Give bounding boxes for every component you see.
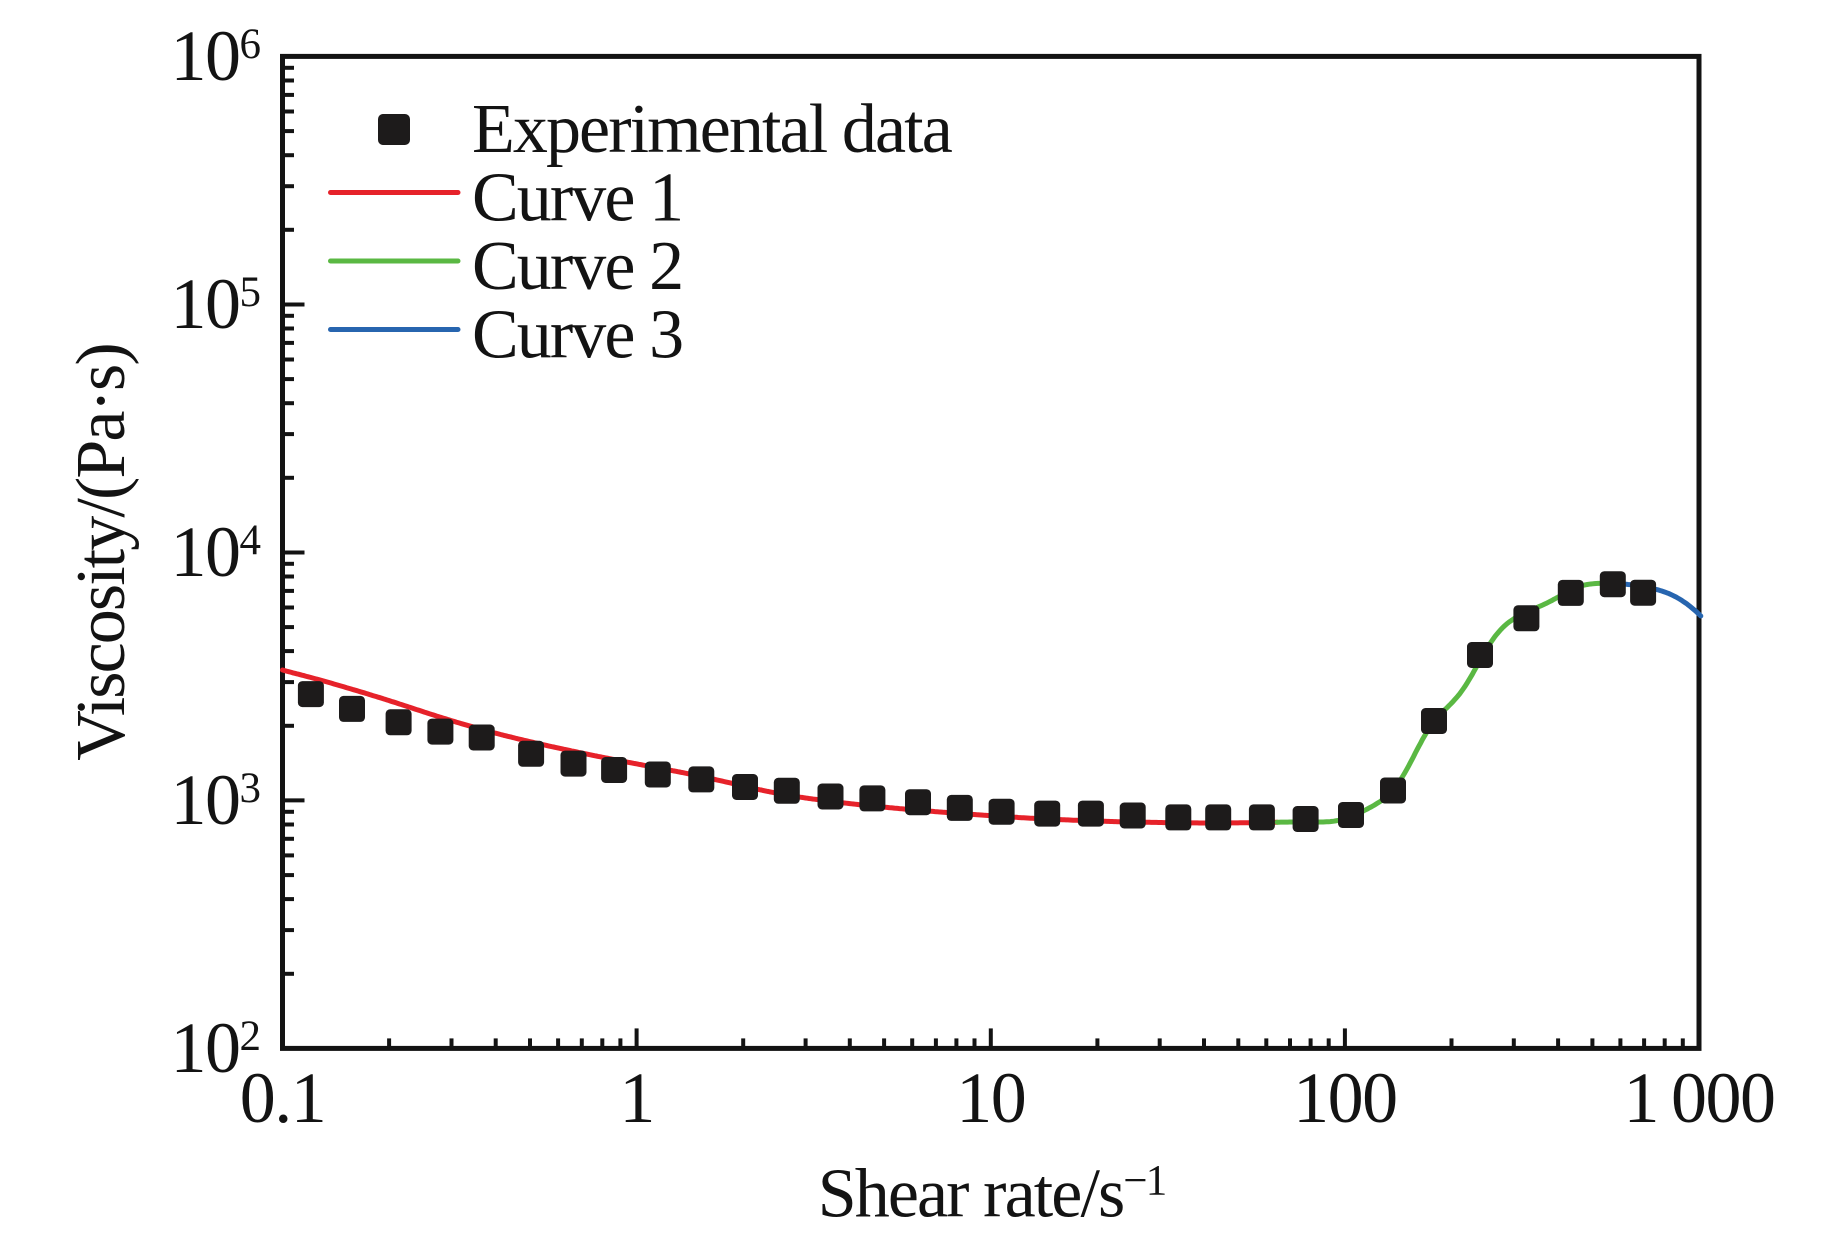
- svg-text:102: 102: [171, 1008, 260, 1088]
- svg-text:100: 100: [1293, 1058, 1397, 1138]
- svg-text:1: 1: [619, 1058, 654, 1138]
- svg-text:Curve 3: Curve 3: [472, 297, 682, 374]
- svg-text:Experimental data: Experimental data: [472, 91, 953, 168]
- svg-text:1 000: 1 000: [1624, 1058, 1775, 1138]
- svg-text:Viscosity/(Pa·s): Viscosity/(Pa·s): [63, 344, 140, 760]
- svg-text:Curve 1: Curve 1: [472, 160, 682, 237]
- svg-text:Shear rate/s−1: Shear rate/s−1: [818, 1155, 1166, 1232]
- svg-text:0.1: 0.1: [240, 1058, 326, 1138]
- svg-text:Curve 2: Curve 2: [472, 228, 682, 305]
- svg-text:10: 10: [956, 1058, 1025, 1138]
